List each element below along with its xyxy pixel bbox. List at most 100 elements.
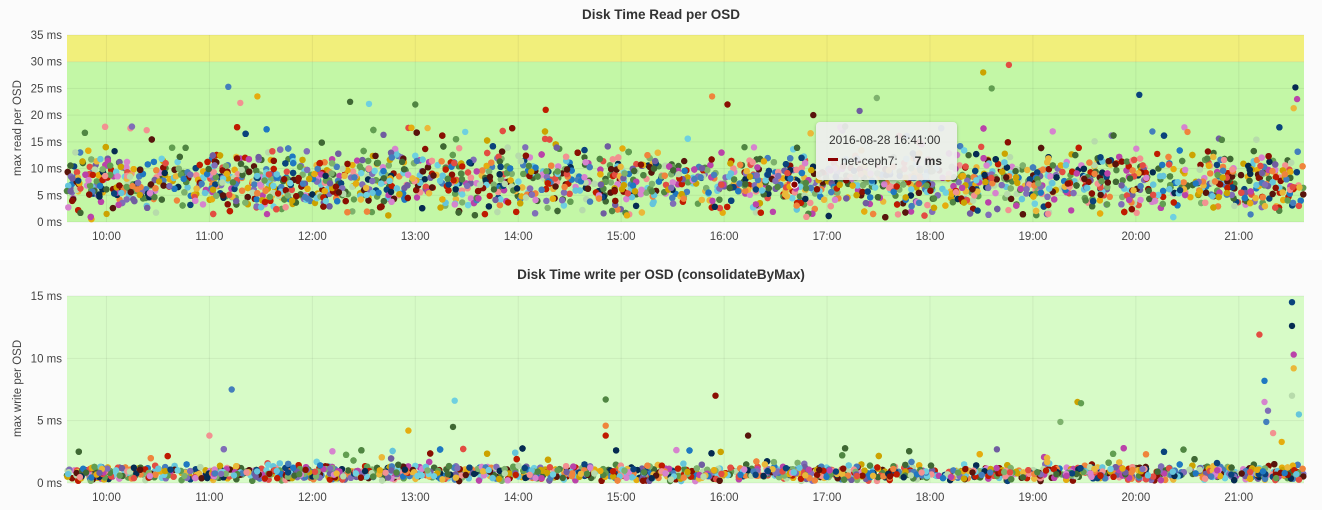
scatter-points	[63, 61, 1307, 223]
data-point	[1220, 156, 1228, 164]
data-point	[1269, 167, 1276, 175]
data-point	[1098, 178, 1105, 185]
data-point	[561, 183, 568, 191]
data-point	[337, 180, 345, 187]
data-point	[893, 183, 900, 190]
data-point	[451, 159, 458, 167]
data-point	[1181, 191, 1189, 199]
data-point	[1105, 158, 1112, 165]
data-point	[179, 202, 186, 209]
x-tick-label: 21:00	[1224, 231, 1253, 243]
data-point	[171, 185, 178, 192]
data-point	[743, 168, 750, 175]
data-point	[942, 189, 949, 196]
data-point	[735, 188, 742, 195]
data-point	[882, 214, 889, 221]
data-point	[1059, 168, 1066, 176]
data-point	[1019, 162, 1026, 169]
data-point	[246, 168, 253, 175]
data-point	[1192, 180, 1199, 187]
data-point	[388, 183, 395, 190]
data-point	[1210, 204, 1217, 211]
data-point	[91, 166, 99, 173]
data-point	[322, 197, 329, 205]
data-point	[213, 192, 220, 199]
data-point	[494, 208, 501, 216]
data-point	[451, 201, 458, 208]
data-point	[404, 171, 412, 178]
data-point	[632, 202, 640, 210]
data-point	[336, 172, 343, 180]
x-tick-label: 17:00	[813, 231, 842, 243]
data-point	[233, 124, 241, 131]
data-point	[520, 170, 527, 178]
data-point	[581, 154, 588, 161]
data-point	[464, 201, 472, 209]
data-point	[982, 178, 989, 186]
data-point	[385, 162, 392, 169]
data-point	[400, 166, 408, 173]
data-point	[697, 174, 704, 181]
data-point	[365, 197, 372, 204]
data-point	[496, 171, 503, 178]
write-panel: Disk Time write per OSD (consolidateByMa…	[0, 260, 1322, 510]
data-point	[1231, 202, 1238, 210]
data-point	[187, 201, 194, 209]
y-tick-label: 5 ms	[37, 416, 62, 428]
data-point	[293, 193, 300, 200]
data-point	[476, 181, 484, 188]
data-point	[1029, 164, 1037, 171]
data-point	[485, 168, 493, 175]
data-point	[1229, 166, 1236, 173]
data-point	[1070, 189, 1077, 197]
data-point	[160, 182, 167, 189]
data-point	[1269, 179, 1276, 186]
data-point	[412, 152, 419, 159]
data-point	[73, 169, 81, 176]
data-point	[483, 137, 491, 144]
data-point	[1128, 206, 1136, 213]
data-point	[134, 179, 142, 186]
data-point	[807, 184, 814, 192]
data-point	[1086, 159, 1093, 166]
data-point	[263, 210, 271, 218]
outlier-point	[708, 93, 716, 100]
data-point	[481, 210, 489, 218]
data-point	[419, 205, 426, 212]
data-point	[283, 168, 290, 175]
outlier-point	[873, 94, 880, 102]
data-point	[980, 155, 987, 162]
data-point	[1261, 181, 1269, 188]
data-point	[1170, 199, 1178, 206]
data-point	[890, 188, 897, 195]
data-point	[534, 173, 541, 180]
data-point	[425, 190, 433, 197]
data-point	[152, 185, 159, 192]
data-point	[328, 170, 335, 177]
data-point	[1297, 197, 1304, 204]
data-point	[998, 181, 1005, 189]
data-point	[1007, 185, 1014, 192]
data-point	[965, 152, 972, 159]
data-point	[752, 209, 760, 216]
highlighted-point[interactable]	[790, 180, 799, 189]
data-point	[244, 193, 251, 201]
data-point	[752, 201, 760, 208]
data-point	[506, 165, 514, 172]
data-point	[655, 178, 663, 185]
x-tick-label: 14:00	[504, 231, 533, 243]
data-point	[1281, 171, 1289, 178]
data-point	[209, 186, 217, 193]
data-point	[746, 173, 754, 180]
data-point	[501, 180, 508, 187]
data-point	[1003, 174, 1010, 181]
data-point	[973, 177, 980, 184]
data-point	[261, 177, 268, 184]
y-tick-label: 15 ms	[31, 291, 63, 303]
data-point	[515, 178, 522, 185]
data-point	[404, 182, 411, 189]
data-point	[380, 167, 387, 175]
data-point	[146, 190, 154, 197]
